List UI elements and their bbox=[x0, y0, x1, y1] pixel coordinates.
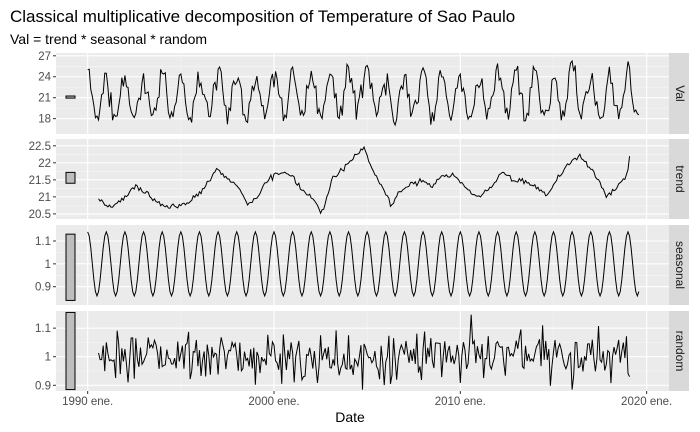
y-tick-label: 27 bbox=[38, 51, 51, 63]
y-tick-label: 0.9 bbox=[35, 380, 51, 392]
y-tick-label: 22.5 bbox=[29, 141, 51, 153]
y-tick-label: 0.9 bbox=[35, 282, 51, 294]
x-tick-label: 2020 ene. bbox=[621, 396, 672, 408]
y-tick-label: 22 bbox=[38, 158, 51, 170]
panel-trend bbox=[56, 139, 669, 219]
scale-bar bbox=[65, 233, 76, 301]
y-tick-label: 24 bbox=[38, 72, 51, 84]
series-line-trend bbox=[98, 145, 631, 215]
strip-trend bbox=[669, 139, 689, 219]
strip-label: trend bbox=[673, 165, 687, 192]
y-tick-label: 21.5 bbox=[29, 175, 51, 187]
y-tick-label: 1 bbox=[45, 259, 51, 271]
strip-seasonal bbox=[669, 225, 689, 305]
x-tick-label: 2010 ene. bbox=[435, 396, 486, 408]
scale-bar bbox=[65, 171, 76, 184]
strip-random bbox=[669, 311, 689, 391]
scale-bar bbox=[65, 311, 76, 391]
series-line-seasonal bbox=[87, 230, 640, 298]
scale-bar bbox=[65, 95, 76, 99]
x-tick-label: 1990 ene. bbox=[62, 396, 113, 408]
strip-label: random bbox=[673, 331, 687, 372]
strip-label: seasonal bbox=[673, 241, 687, 289]
chart-title: Classical multiplicative decomposition o… bbox=[10, 7, 516, 26]
y-tick-label: 21 bbox=[38, 192, 51, 204]
y-tick-label: 1.1 bbox=[35, 236, 51, 248]
y-tick-label: 1 bbox=[45, 352, 51, 364]
y-tick-label: 20.5 bbox=[29, 209, 51, 221]
chart-subtitle: Val = trend * seasonal * random bbox=[10, 31, 208, 47]
series-line-val bbox=[87, 59, 640, 127]
x-tick-label: 2000 ene. bbox=[248, 396, 299, 408]
y-tick-label: 1.1 bbox=[35, 323, 51, 335]
y-tick-label: 18 bbox=[38, 114, 51, 126]
y-tick-label: 21 bbox=[38, 93, 51, 105]
strip-val bbox=[669, 53, 689, 134]
strip-label: Val bbox=[673, 85, 687, 101]
series-line-random bbox=[98, 314, 631, 390]
